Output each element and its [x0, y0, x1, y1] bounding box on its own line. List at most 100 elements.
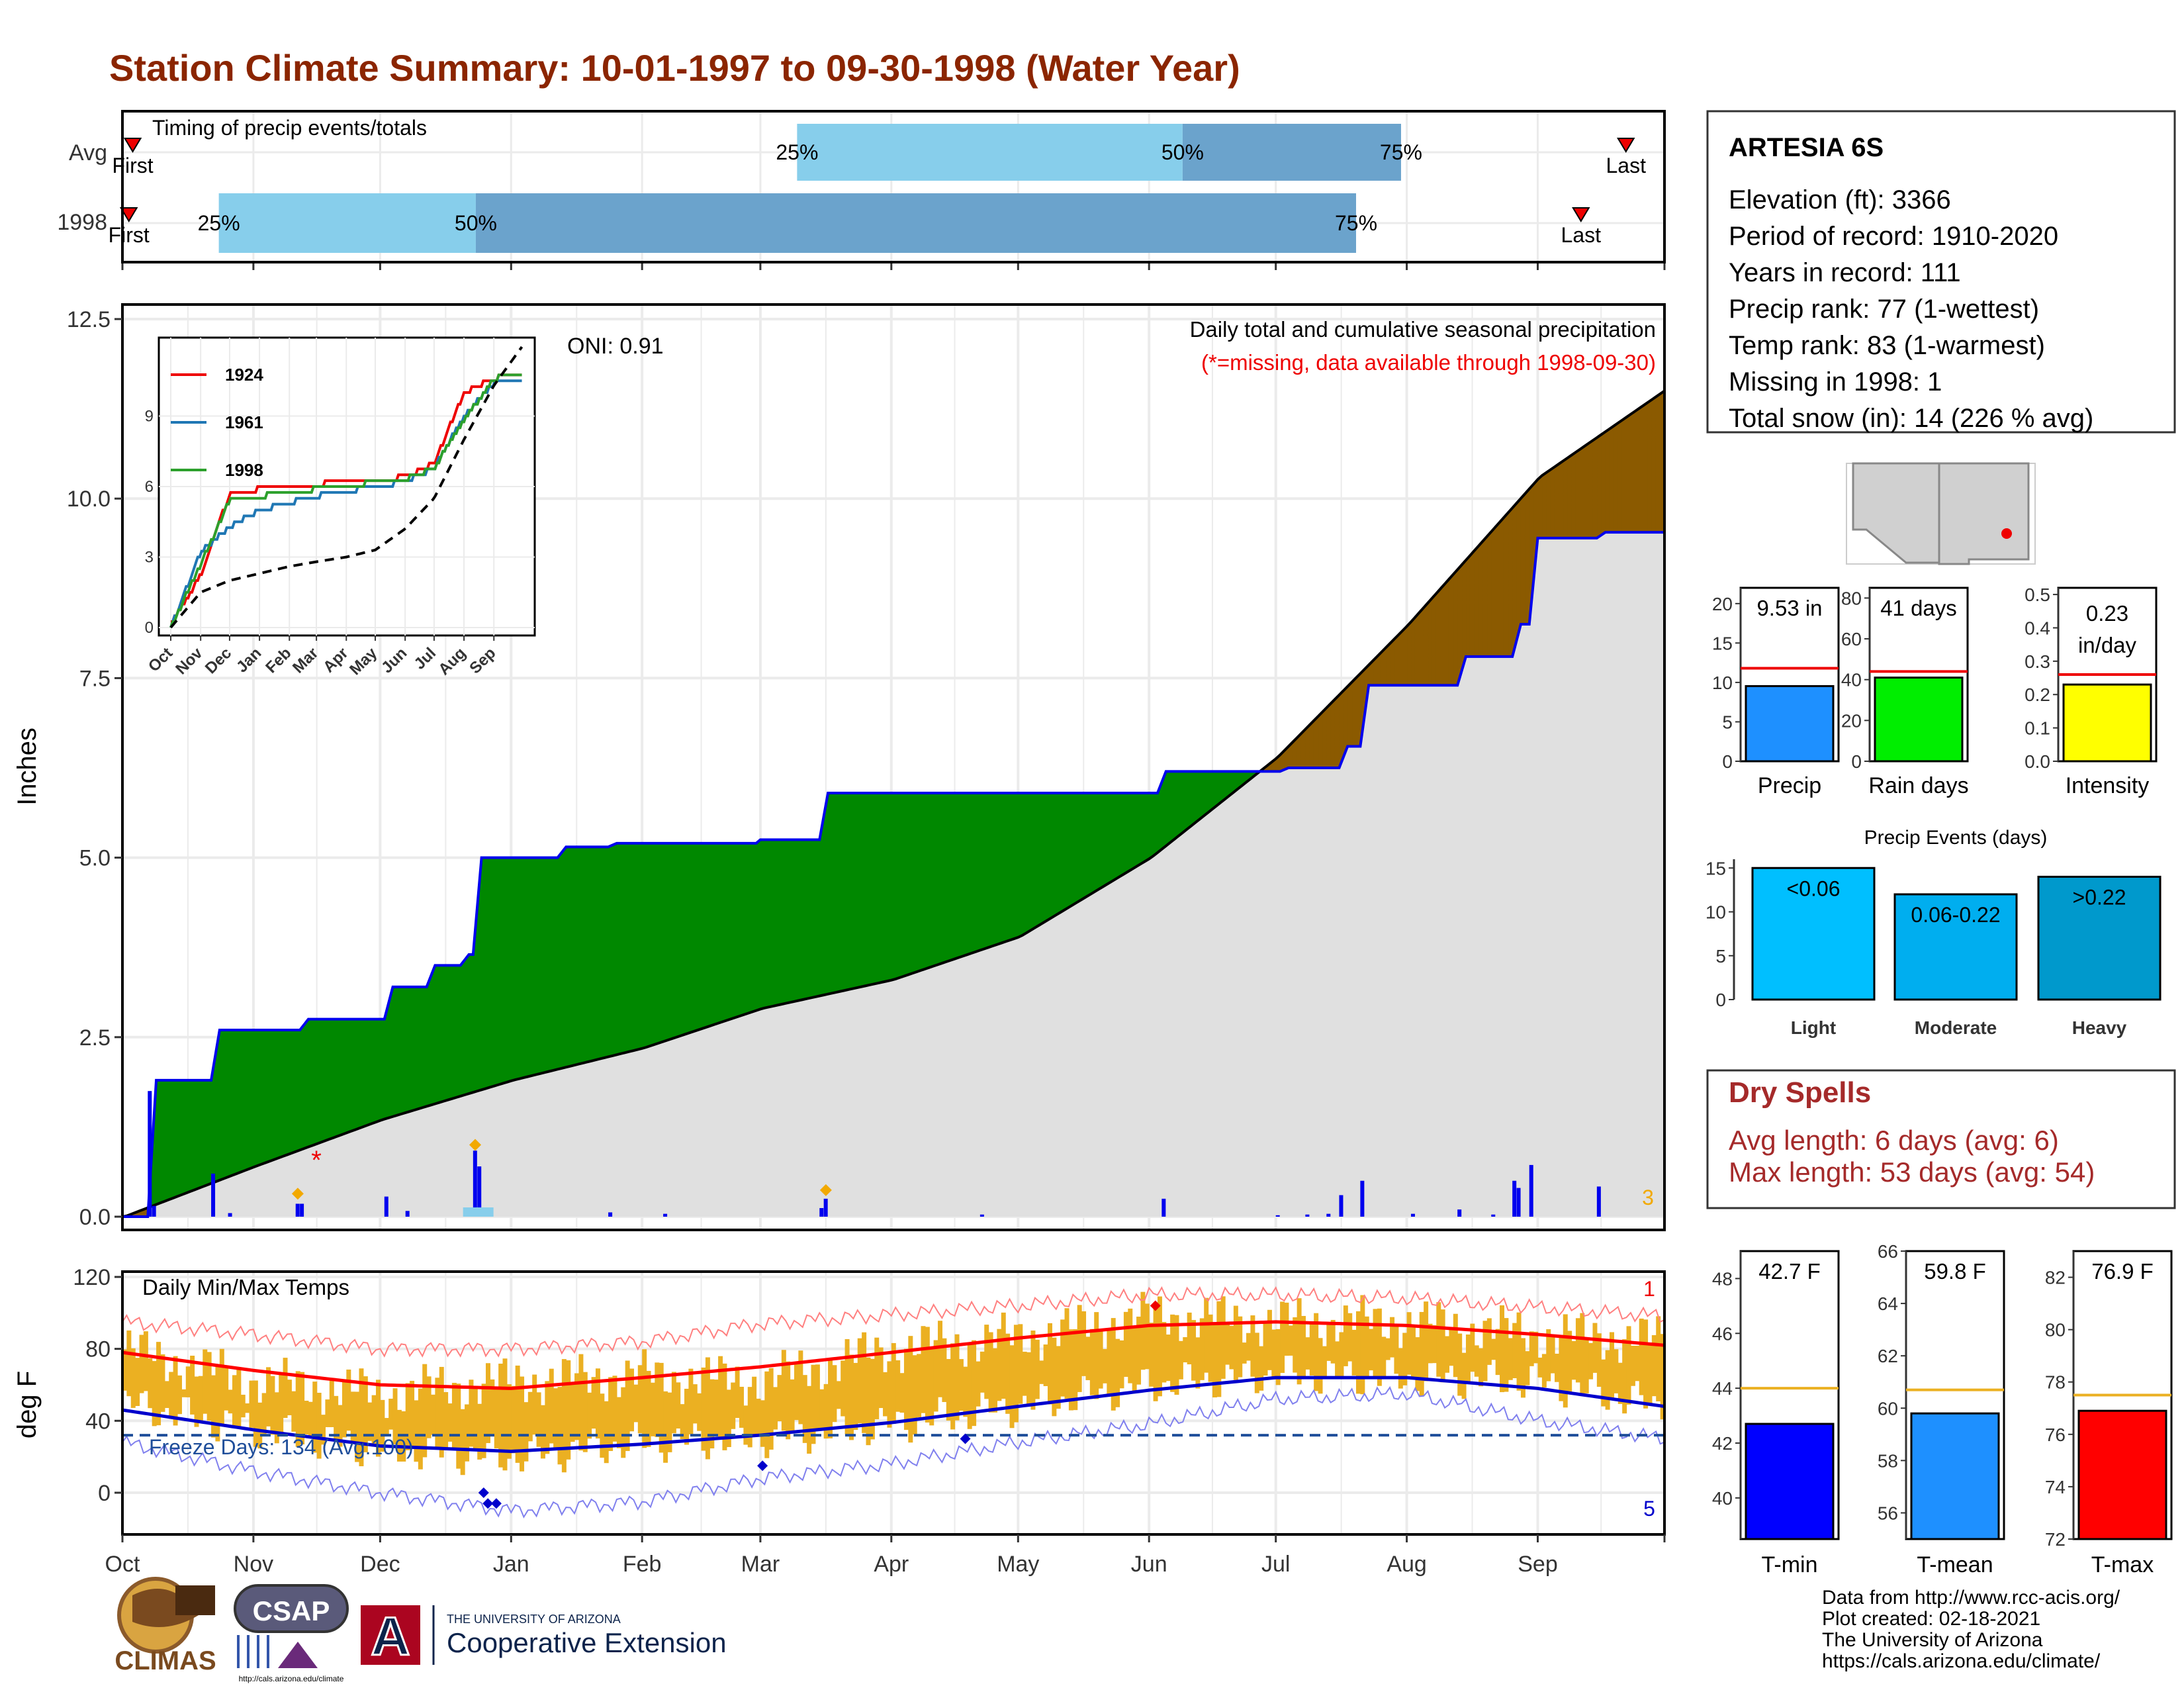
oni-label: ONI: 0.91 [567, 334, 664, 359]
daily-temp-bar [553, 1388, 559, 1448]
precip-y-tick-label: 12.5 [67, 307, 111, 332]
daily-temp-bar [1656, 1316, 1661, 1401]
summary-bar [2062, 683, 2152, 763]
first-event-label: First [112, 154, 153, 177]
daily-temp-bar [1588, 1342, 1594, 1380]
daily-temp-bar [1424, 1301, 1429, 1382]
daily-temp-bar [122, 1349, 127, 1391]
record-temp-marker [960, 1433, 971, 1444]
daily-temp-bar [1580, 1313, 1585, 1394]
daily-temp-bar [933, 1340, 938, 1412]
daily-temp-bar [844, 1338, 850, 1434]
daily-temp-bar [316, 1392, 322, 1459]
daily-temp-bar [616, 1397, 621, 1448]
summary-bar-tick-label: 0.1 [2025, 718, 2050, 739]
daily-temp-bar [308, 1401, 313, 1438]
daily-temp-bar [506, 1384, 512, 1459]
daily-temp-bar [1335, 1341, 1340, 1377]
daily-temp-bar [1529, 1331, 1534, 1366]
daily-temp-bar [181, 1389, 187, 1397]
timing-bar-25-50 [218, 193, 476, 253]
daily-temp-bar [1060, 1319, 1066, 1397]
daily-temp-bar [536, 1392, 541, 1447]
month-label: Oct [105, 1552, 140, 1577]
record-temp-marker [478, 1487, 489, 1498]
daily-temp-bar [211, 1375, 216, 1438]
daily-temp-bar [1541, 1354, 1547, 1387]
daily-temp-bar [1555, 1353, 1560, 1382]
daily-temp-bar [625, 1360, 630, 1451]
summary-bar-tick-label: 56 [1878, 1503, 1898, 1523]
daily-temp-bar [1149, 1323, 1154, 1387]
daily-temp-bar [1394, 1326, 1399, 1374]
daily-temp-bar [1495, 1329, 1500, 1376]
climas-logo-text: CLIMAS [114, 1646, 216, 1675]
timing-pct-label: 75% [1380, 140, 1422, 164]
inset-series-line [169, 373, 522, 628]
daily-temp-bar [283, 1358, 288, 1419]
first-event-marker [119, 207, 138, 222]
daily-temp-bar [1128, 1308, 1133, 1383]
daily-temp-bar [1212, 1324, 1217, 1398]
daily-temp-bar [130, 1348, 136, 1408]
daily-temp-bar [1322, 1346, 1327, 1378]
daily-precip-bar [405, 1211, 410, 1217]
daily-temp-bar [1301, 1315, 1306, 1379]
daily-temp-bar [148, 1358, 153, 1409]
summary-bar-tick-label: 40 [1712, 1488, 1733, 1509]
daily-temp-bar [219, 1348, 224, 1427]
daily-temp-bar [355, 1391, 360, 1462]
daily-temp-bar [866, 1357, 871, 1446]
daily-temp-bar [435, 1378, 440, 1449]
summary-bar [1910, 1412, 2000, 1540]
summary-bar-value: 9.53 in [1756, 596, 1822, 620]
daily-temp-bar [469, 1380, 474, 1447]
daily-temp-bar [1263, 1322, 1268, 1376]
precip-y-axis: 0.0 2.5 5.0 7.5 10.0 12.5 [67, 307, 122, 1230]
daily-temp-bar [1457, 1333, 1463, 1396]
daily-temp-bar [819, 1389, 825, 1429]
daily-temp-bar [857, 1338, 862, 1424]
summary-bar-tick-label: 48 [1712, 1268, 1733, 1289]
daily-temp-bar [561, 1359, 567, 1473]
daily-temp-bar [1293, 1317, 1298, 1373]
daily-temp-bar [1504, 1318, 1509, 1392]
daily-temp-bar [1174, 1315, 1179, 1395]
csap-logo-cloud [234, 1584, 349, 1633]
daily-temp-bar [1635, 1345, 1640, 1382]
summary-bar-tick-label: 42 [1712, 1433, 1733, 1454]
daily-temp-bar [431, 1394, 435, 1435]
record-temp-marker [1150, 1300, 1161, 1311]
daily-temp-bar [1144, 1303, 1150, 1370]
daily-temp-bar [346, 1369, 351, 1431]
daily-temp-bar [954, 1334, 960, 1421]
daily-temp-bar [422, 1364, 428, 1458]
daily-temp-bar [1153, 1307, 1158, 1401]
summary-bar-tick-label: 0.4 [2025, 618, 2050, 638]
daily-precip-bar [300, 1203, 304, 1217]
daily-temp-bar [295, 1371, 300, 1447]
daily-temp-bar [169, 1372, 174, 1419]
daily-temp-bar [1026, 1352, 1032, 1404]
snow-marker [469, 1139, 482, 1151]
daily-temp-bar [1402, 1333, 1408, 1385]
summary-bar [1745, 1423, 1835, 1540]
summary-bar-tick-label: 0.5 [2025, 585, 2050, 605]
daily-temp-bar [688, 1368, 694, 1434]
month-label: Jan [493, 1552, 529, 1577]
month-label: Jul [1261, 1552, 1290, 1577]
daily-temp-bar [414, 1400, 419, 1462]
precip-event-bar [1751, 867, 1876, 1001]
daily-temp-bar [963, 1366, 968, 1417]
inset-y-tick-label: 3 [145, 549, 154, 567]
temp-corner-bottom: 5 [1643, 1497, 1655, 1521]
summary-bar-label: T-max [2091, 1552, 2154, 1577]
daily-temp-bar [950, 1343, 956, 1430]
daily-temp-bar [1119, 1340, 1124, 1389]
daily-precip-bar [1529, 1164, 1533, 1217]
daily-precip-bar [1516, 1188, 1521, 1217]
daily-temp-bar [376, 1380, 381, 1457]
summary-bar-label: T-mean [1917, 1552, 1993, 1577]
